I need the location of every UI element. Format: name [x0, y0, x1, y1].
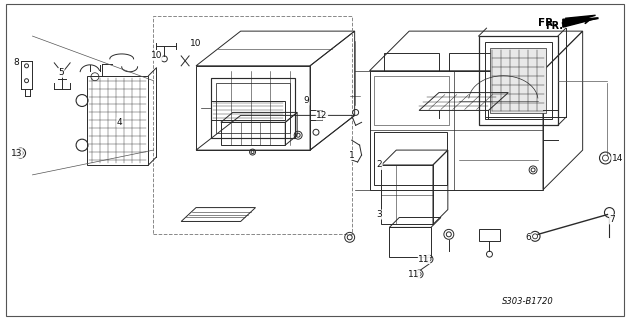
Text: 12: 12: [316, 111, 328, 120]
Bar: [491, 48, 546, 113]
Text: 7: 7: [609, 215, 616, 224]
Text: FR.: FR.: [545, 21, 563, 31]
Bar: [381, 165, 433, 224]
Polygon shape: [566, 15, 595, 24]
Bar: [389, 228, 431, 257]
Text: 13: 13: [11, 148, 22, 157]
Polygon shape: [563, 18, 597, 27]
Text: S303-B1720: S303-B1720: [502, 297, 554, 306]
Bar: [479, 229, 500, 241]
Text: 2: 2: [377, 160, 382, 170]
Bar: [216, 83, 290, 133]
Text: 9: 9: [303, 96, 309, 105]
Bar: [484, 42, 552, 119]
Bar: [211, 78, 295, 138]
Text: 14: 14: [612, 154, 623, 163]
Text: 11: 11: [418, 255, 430, 264]
Text: 10: 10: [190, 38, 202, 48]
Text: 11: 11: [408, 270, 420, 279]
Text: 6: 6: [525, 233, 531, 242]
Text: 4: 4: [117, 118, 122, 127]
Text: 1: 1: [349, 150, 355, 160]
Text: 3: 3: [377, 210, 382, 219]
Text: 10: 10: [151, 52, 162, 60]
Bar: [374, 76, 449, 125]
Bar: [154, 16, 352, 234]
Bar: [479, 36, 558, 125]
Bar: [87, 76, 149, 165]
Text: 5: 5: [59, 68, 64, 77]
Text: FR.: FR.: [539, 18, 558, 28]
Text: 8: 8: [14, 58, 20, 67]
